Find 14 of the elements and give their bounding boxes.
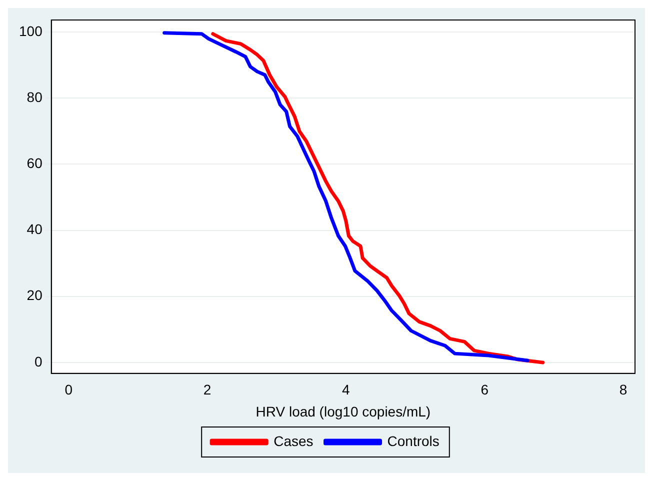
y-tick-label: 60 <box>26 154 43 171</box>
legend-label: Cases <box>274 432 314 449</box>
x-tick-label: 6 <box>480 382 489 398</box>
x-tick-label: 2 <box>203 382 212 398</box>
x-axis-title: HRV load (log10 copies/mL) <box>256 403 431 420</box>
x-tick-label: 4 <box>342 382 350 398</box>
y-tick-label: 40 <box>26 221 43 238</box>
y-tick-label: 0 <box>34 353 43 370</box>
y-tick-label: 20 <box>26 287 43 304</box>
x-tick-label: 8 <box>619 382 628 398</box>
x-tick-label: 0 <box>64 382 73 398</box>
y-tick-label: 80 <box>26 88 43 105</box>
y-tick-label: 100 <box>19 22 43 39</box>
legend-label: Controls <box>387 432 440 449</box>
